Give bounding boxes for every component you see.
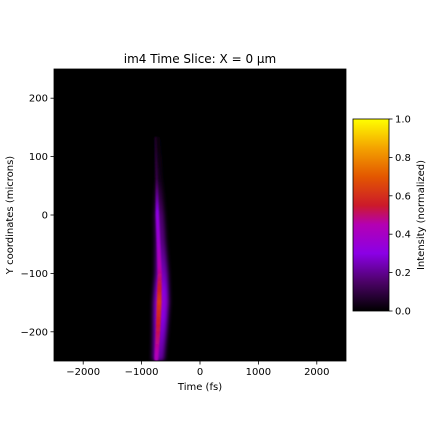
x-tick-label: −2000 [66, 367, 100, 378]
y-tick-label: 100 [29, 152, 48, 163]
plot-area [54, 69, 346, 361]
chart-title: im4 Time Slice: X = 0 µm [124, 52, 276, 66]
colorbar-tick-label: 0.4 [395, 230, 411, 241]
x-tick-label: 0 [197, 367, 203, 378]
colorbar-tick-label: 0.2 [395, 268, 411, 279]
signal-core [154, 355, 159, 361]
y-tick-label: 200 [29, 94, 48, 105]
x-axis-ticks: −2000 −1000 0 1000 2000 [66, 361, 330, 378]
x-tick-label: 2000 [304, 367, 329, 378]
x-tick-label: 1000 [246, 367, 271, 378]
colorbar-tick-label: 0.8 [395, 153, 411, 164]
x-axis-label: Time (fs) [177, 382, 222, 393]
colorbar-tick-label: 1.0 [395, 115, 411, 126]
y-tick-label: −100 [21, 269, 48, 280]
colorbar [352, 118, 390, 312]
y-axis-ticks: −200 −100 0 100 200 [21, 94, 54, 338]
y-tick-label: −200 [21, 327, 48, 338]
y-tick-label: 0 [42, 211, 48, 222]
colorbar-tick-label: 0.0 [395, 307, 411, 318]
signal-layer [152, 135, 170, 361]
colorbar-label: Intensity (normalized) [416, 160, 427, 270]
x-tick-label: −1000 [125, 367, 159, 378]
colorbar-ticks: 0.0 0.2 0.4 0.6 0.8 1.0 [389, 115, 411, 318]
colorbar-tick-label: 0.6 [395, 191, 411, 202]
y-axis-label: Y coordinates (microns) [5, 156, 16, 275]
